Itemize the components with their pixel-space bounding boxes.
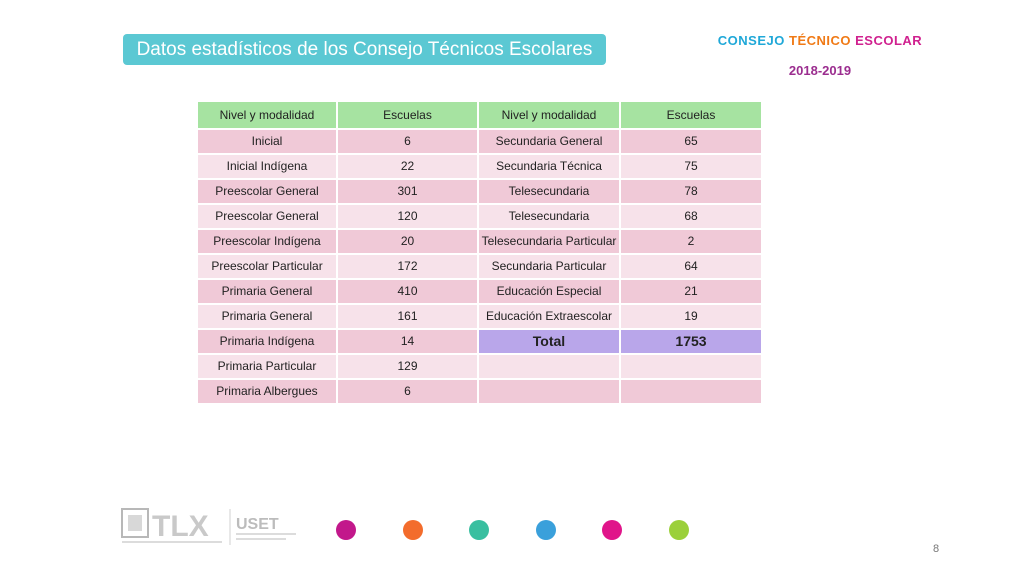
dot-blue [536, 520, 556, 540]
table-cell: Primaria Particular [196, 353, 338, 380]
table-cell [477, 353, 621, 380]
table-row: Preescolar General 120 Telesecundaria 68 [196, 203, 763, 230]
table-cell: 6 [336, 128, 479, 155]
table-row: Primaria General 161 Educación Extraescola… [196, 303, 763, 330]
table-cell: Telesecundaria [477, 178, 621, 205]
table-body: Inicial 6 Secundaria General 65 Inicial Indí… [196, 128, 763, 405]
header-nivel-2: Nivel y modalidad [477, 100, 621, 130]
table-cell: Educación Extraescolar [477, 303, 621, 330]
table-cell: 410 [336, 278, 479, 305]
table-cell [477, 378, 621, 405]
table-row: Inicial 6 Secundaria General 65 [196, 128, 763, 155]
table-cell: Primaria Albergues [196, 378, 338, 405]
dot-orange [403, 520, 423, 540]
total-label: Total [477, 328, 621, 355]
brand-word-3: ESCOLAR [855, 33, 923, 48]
institution-logo: TLX USET [120, 505, 320, 549]
logo-subtext: USET [236, 516, 279, 533]
table-cell: Preescolar General [196, 203, 338, 230]
table-cell: Secundaria General [477, 128, 621, 155]
table-row: Preescolar Particular 172 Secundaria Parti… [196, 253, 763, 280]
table-cell: Telesecundaria [477, 203, 621, 230]
table-cell: 68 [619, 203, 763, 230]
table-cell: 21 [619, 278, 763, 305]
table-cell: 161 [336, 303, 479, 330]
dot-magenta [336, 520, 356, 540]
header-escuelas-2: Escuelas [619, 100, 763, 130]
table-cell: Preescolar General [196, 178, 338, 205]
dot-teal [469, 520, 489, 540]
table-cell: 129 [336, 353, 479, 380]
dot-pink [602, 520, 622, 540]
header-escuelas-1: Escuelas [336, 100, 479, 130]
table-row: Primaria General 410 Educación Especial 21 [196, 278, 763, 305]
table-row: Preescolar General 301 Telesecundaria 78 [196, 178, 763, 205]
table-cell [619, 353, 763, 380]
table-cell: 75 [619, 153, 763, 180]
table-cell: 19 [619, 303, 763, 330]
coat-of-arms-icon: TLX USET [121, 508, 296, 545]
table-row: Primaria Albergues 6 [196, 378, 763, 405]
table-cell: 78 [619, 178, 763, 205]
table-cell: 120 [336, 203, 479, 230]
table-cell: Primaria Indígena [196, 328, 338, 355]
table-cell: 2 [619, 228, 763, 255]
slide-title: Datos estadísticos de los Consejo Técnic… [123, 34, 606, 65]
table-cell: Preescolar Indígena [196, 228, 338, 255]
table-header-row: Nivel y modalidad Escuelas Nivel y modal… [196, 100, 763, 130]
page-number: 8 [933, 543, 940, 555]
table-cell: 301 [336, 178, 479, 205]
table-cell: Primaria General [196, 278, 338, 305]
table-cell: Secundaria Particular [477, 253, 621, 280]
table-cell: 65 [619, 128, 763, 155]
table-cell: Secundaria Técnica [477, 153, 621, 180]
table-row: Primaria Particular 129 [196, 353, 763, 380]
table-cell: Educación Especial [477, 278, 621, 305]
table-cell: 172 [336, 253, 479, 280]
table-cell: Inicial Indígena [196, 153, 338, 180]
table-cell: 14 [336, 328, 479, 355]
brand-heading: CONSEJO TÉCNICO ESCOLAR [690, 33, 950, 48]
table-cell: Inicial [196, 128, 338, 155]
table-cell: Primaria General [196, 303, 338, 330]
table-cell [619, 378, 763, 405]
header-nivel-1: Nivel y modalidad [196, 100, 338, 130]
brand-word-1: CONSEJO [717, 33, 785, 48]
brand-year: 2018-2019 [788, 63, 852, 78]
total-value: 1753 [619, 328, 763, 355]
table-cell: 20 [336, 228, 479, 255]
statistics-table: Nivel y modalidad Escuelas Nivel y modal… [196, 100, 763, 405]
table-cell: 22 [336, 153, 479, 180]
dot-green [669, 520, 689, 540]
table-cell: 64 [619, 253, 763, 280]
table-row: Preescolar Indígena 20 Telesecundaria Part… [196, 228, 763, 255]
brand-word-2: TÉCNICO [789, 33, 851, 48]
table-cell: Telesecundaria Particular [477, 228, 621, 255]
logo-text: TLX [152, 510, 209, 543]
table-row: Primaria Indígena 14 Total 1753 [196, 328, 763, 355]
table-cell: Preescolar Particular [196, 253, 338, 280]
table-row: Inicial Indígena 22 Secundaria Técnica 75 [196, 153, 763, 180]
table-cell: 6 [336, 378, 479, 405]
